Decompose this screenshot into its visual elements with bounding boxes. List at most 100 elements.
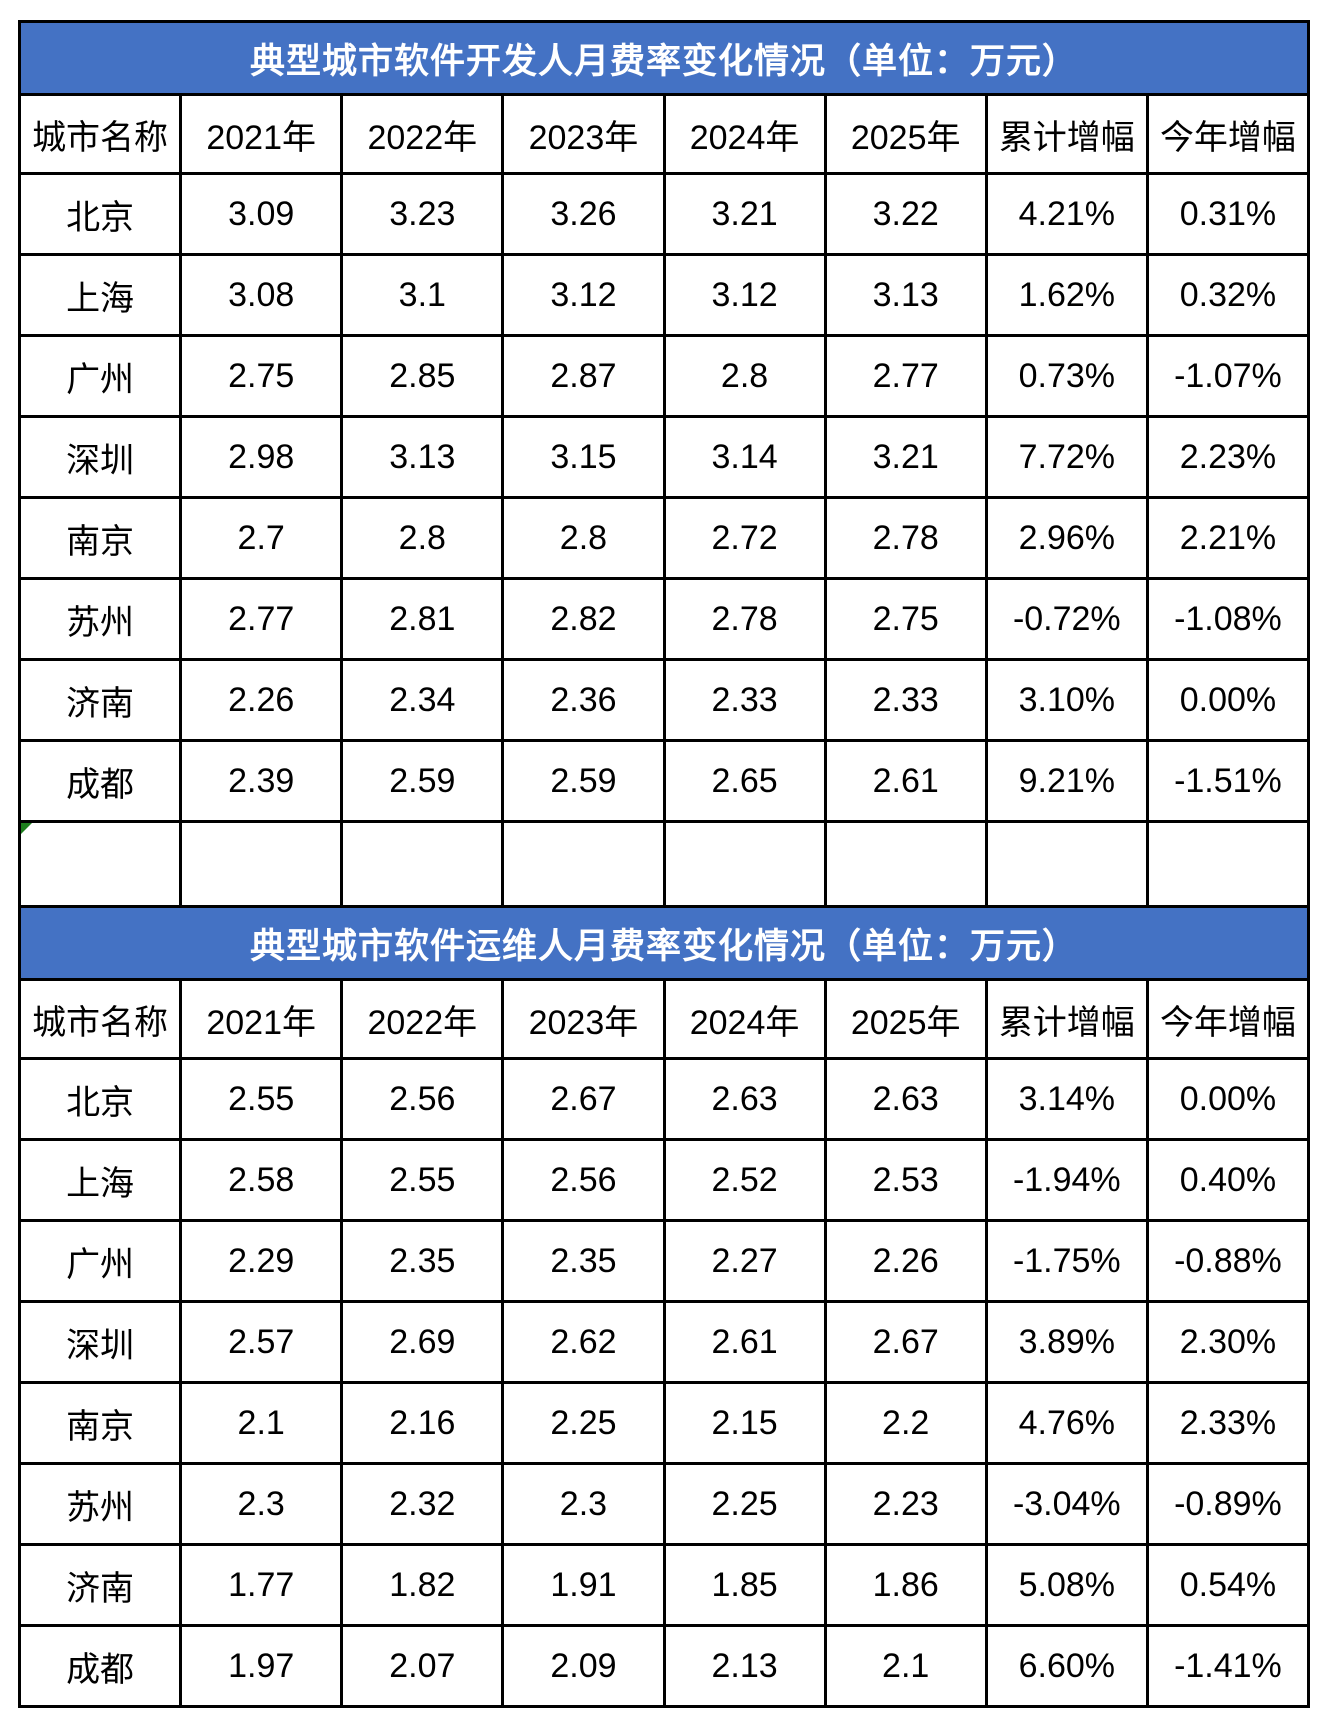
value-cell: 1.77 bbox=[179, 1543, 344, 1627]
table-row: 济南 2.26 2.34 2.36 2.33 2.33 3.10% 0.00% bbox=[17, 658, 1311, 742]
value-cell: 3.26 bbox=[501, 172, 666, 256]
value-cell: 2.55 bbox=[179, 1057, 344, 1141]
column-header: 2023年 bbox=[501, 978, 666, 1060]
value-cell: 0.40% bbox=[1145, 1138, 1311, 1222]
value-cell: 2.69 bbox=[340, 1300, 505, 1384]
value-cell: 2.72 bbox=[662, 496, 827, 580]
table-row: 苏州 2.3 2.32 2.3 2.25 2.23 -3.04% -0.89% bbox=[17, 1462, 1311, 1546]
value-cell: 0.32% bbox=[1145, 253, 1311, 337]
column-header: 今年增幅 bbox=[1145, 93, 1311, 175]
value-cell: -1.07% bbox=[1145, 334, 1311, 418]
value-cell: 0.00% bbox=[1145, 658, 1311, 742]
rates-table: 典型城市软件开发人月费率变化情况（单位：万元） 城市名称 2021年 2022年 202… bbox=[17, 20, 1311, 1708]
value-cell: -0.89% bbox=[1145, 1462, 1311, 1546]
value-cell: 2.39 bbox=[179, 739, 344, 823]
table-row: 深圳 2.57 2.69 2.62 2.61 2.67 3.89% 2.30% bbox=[17, 1300, 1311, 1384]
value-cell: -1.75% bbox=[984, 1219, 1149, 1303]
value-cell: 2.33% bbox=[1145, 1381, 1311, 1465]
value-cell: 2.85 bbox=[340, 334, 505, 418]
value-cell: 3.21 bbox=[662, 172, 827, 256]
city-cell: 苏州 bbox=[17, 1462, 183, 1546]
value-cell: 2.3 bbox=[179, 1462, 344, 1546]
value-cell: -3.04% bbox=[984, 1462, 1149, 1546]
table-row: 北京 3.09 3.23 3.26 3.21 3.22 4.21% 0.31% bbox=[17, 172, 1311, 256]
value-cell: 3.12 bbox=[662, 253, 827, 337]
empty-cell bbox=[179, 820, 344, 908]
value-cell: 1.85 bbox=[662, 1543, 827, 1627]
empty-cell bbox=[984, 820, 1149, 908]
value-cell: -1.41% bbox=[1145, 1624, 1311, 1708]
value-cell: 2.25 bbox=[662, 1462, 827, 1546]
table-header-row: 城市名称 2021年 2022年 2023年 2024年 2025年 累计增幅 今年增幅 bbox=[17, 93, 1311, 175]
value-cell: 0.00% bbox=[1145, 1057, 1311, 1141]
value-cell: 3.10% bbox=[984, 658, 1149, 742]
value-cell: 2.78 bbox=[662, 577, 827, 661]
city-cell: 广州 bbox=[17, 334, 183, 418]
value-cell: 2.61 bbox=[662, 1300, 827, 1384]
value-cell: 2.77 bbox=[823, 334, 988, 418]
value-cell: -1.51% bbox=[1145, 739, 1311, 823]
city-cell: 北京 bbox=[17, 172, 183, 256]
value-cell: 3.22 bbox=[823, 172, 988, 256]
value-cell: 3.12 bbox=[501, 253, 666, 337]
column-header: 2023年 bbox=[501, 93, 666, 175]
value-cell: 2.3 bbox=[501, 1462, 666, 1546]
value-cell: 3.89% bbox=[984, 1300, 1149, 1384]
value-cell: 2.1 bbox=[823, 1624, 988, 1708]
value-cell: 7.72% bbox=[984, 415, 1149, 499]
value-cell: -1.94% bbox=[984, 1138, 1149, 1222]
value-cell: 2.07 bbox=[340, 1624, 505, 1708]
city-cell: 深圳 bbox=[17, 415, 183, 499]
table-row: 济南 1.77 1.82 1.91 1.85 1.86 5.08% 0.54% bbox=[17, 1543, 1311, 1627]
table-row: 成都 2.39 2.59 2.59 2.65 2.61 9.21% -1.51% bbox=[17, 739, 1311, 823]
column-header: 2024年 bbox=[662, 978, 827, 1060]
value-cell: 3.15 bbox=[501, 415, 666, 499]
value-cell: 2.2 bbox=[823, 1381, 988, 1465]
empty-cell bbox=[823, 820, 988, 908]
city-cell: 深圳 bbox=[17, 1300, 183, 1384]
value-cell: 2.62 bbox=[501, 1300, 666, 1384]
value-cell: 0.31% bbox=[1145, 172, 1311, 256]
value-cell: 1.97 bbox=[179, 1624, 344, 1708]
table-row: 南京 2.7 2.8 2.8 2.72 2.78 2.96% 2.21% bbox=[17, 496, 1311, 580]
value-cell: 2.33 bbox=[662, 658, 827, 742]
value-cell: 2.7 bbox=[179, 496, 344, 580]
column-header: 累计增幅 bbox=[984, 978, 1149, 1060]
value-cell: 1.82 bbox=[340, 1543, 505, 1627]
value-cell: 2.35 bbox=[501, 1219, 666, 1303]
value-cell: 4.21% bbox=[984, 172, 1149, 256]
column-header: 累计增幅 bbox=[984, 93, 1149, 175]
value-cell: 1.62% bbox=[984, 253, 1149, 337]
empty-cell bbox=[17, 820, 183, 908]
value-cell: 2.77 bbox=[179, 577, 344, 661]
table-row: 广州 2.75 2.85 2.87 2.8 2.77 0.73% -1.07% bbox=[17, 334, 1311, 418]
value-cell: -1.08% bbox=[1145, 577, 1311, 661]
value-cell: 2.61 bbox=[823, 739, 988, 823]
value-cell: 5.08% bbox=[984, 1543, 1149, 1627]
value-cell: 2.59 bbox=[501, 739, 666, 823]
value-cell: 2.27 bbox=[662, 1219, 827, 1303]
value-cell: 2.52 bbox=[662, 1138, 827, 1222]
value-cell: 1.86 bbox=[823, 1543, 988, 1627]
table-row: 上海 3.08 3.1 3.12 3.12 3.13 1.62% 0.32% bbox=[17, 253, 1311, 337]
value-cell: 2.57 bbox=[179, 1300, 344, 1384]
value-cell: 9.21% bbox=[984, 739, 1149, 823]
value-cell: 3.21 bbox=[823, 415, 988, 499]
value-cell: 2.30% bbox=[1145, 1300, 1311, 1384]
city-cell: 济南 bbox=[17, 1543, 183, 1627]
value-cell: 2.26 bbox=[179, 658, 344, 742]
value-cell: 2.13 bbox=[662, 1624, 827, 1708]
empty-cell bbox=[662, 820, 827, 908]
value-cell: 2.21% bbox=[1145, 496, 1311, 580]
value-cell: 2.56 bbox=[501, 1138, 666, 1222]
value-cell: 2.87 bbox=[501, 334, 666, 418]
value-cell: 2.09 bbox=[501, 1624, 666, 1708]
value-cell: 3.14 bbox=[662, 415, 827, 499]
table-row: 北京 2.55 2.56 2.67 2.63 2.63 3.14% 0.00% bbox=[17, 1057, 1311, 1141]
value-cell: 0.73% bbox=[984, 334, 1149, 418]
value-cell: 2.81 bbox=[340, 577, 505, 661]
value-cell: 3.13 bbox=[340, 415, 505, 499]
city-cell: 广州 bbox=[17, 1219, 183, 1303]
city-cell: 济南 bbox=[17, 658, 183, 742]
